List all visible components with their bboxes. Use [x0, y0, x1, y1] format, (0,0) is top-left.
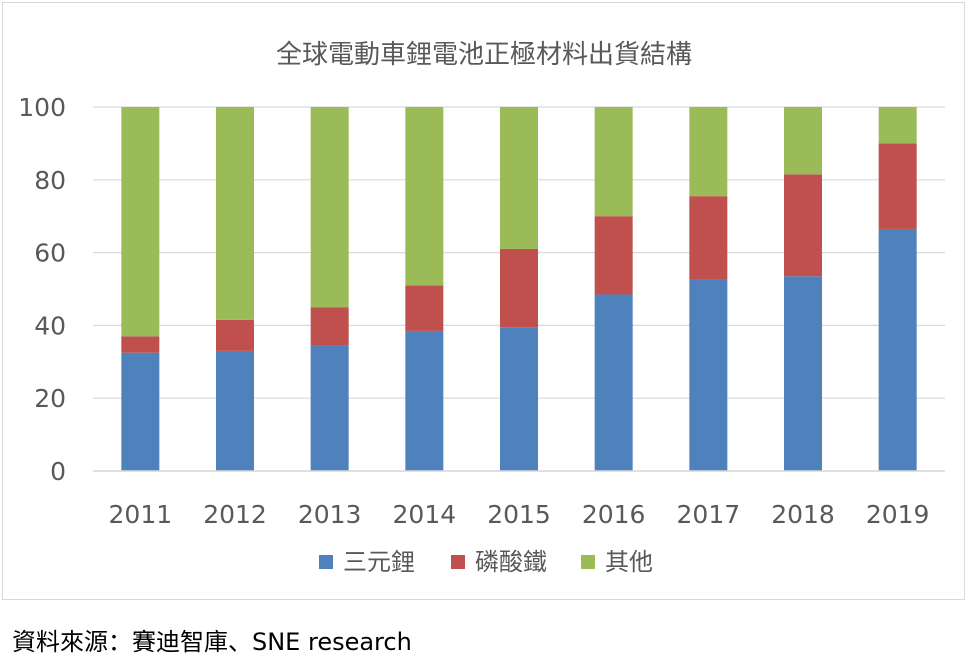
legend-label: 其他 — [605, 548, 653, 576]
y-tick-label: 100 — [18, 93, 66, 122]
bar-segment — [121, 352, 160, 471]
bar-segment — [500, 248, 538, 328]
bar-segment — [216, 350, 254, 471]
legend: 三元鋰 磷酸鐵 其他 — [319, 548, 653, 576]
x-tick-label: 2019 — [866, 500, 930, 529]
bar-segment — [594, 107, 633, 217]
legend-swatch — [581, 555, 595, 569]
bar-segment — [310, 307, 349, 346]
bar-segment — [784, 174, 822, 277]
source-note: 資料來源：賽迪智庫、SNE research — [12, 628, 412, 656]
bar-segment — [405, 285, 444, 331]
bar-segment — [500, 327, 538, 471]
x-tick-label: 2017 — [677, 500, 741, 529]
bar-segment — [405, 107, 444, 286]
bar-segment — [689, 279, 728, 471]
bar-segment — [689, 107, 728, 197]
x-tick-label: 2013 — [298, 500, 362, 529]
bar-segment — [689, 196, 728, 280]
x-tick-label: 2011 — [109, 500, 173, 529]
chart-title: 全球電動車鋰電池正極材料出貨結構 — [276, 40, 692, 70]
legend-label: 三元鋰 — [343, 548, 415, 576]
legend-swatch — [451, 555, 465, 569]
bar-segment — [121, 336, 160, 353]
axes: 0 20 40 60 80 100 2011 2012 2013 2014 2015 2016 2017… — [18, 93, 945, 529]
bar-segment — [878, 143, 917, 229]
chart-frame: 全球電動車鋰電池正極材料出貨結構 0 20 40 60 80 100 2011 2012 201… — [2, 2, 965, 600]
x-tick-label: 2014 — [393, 500, 457, 529]
legend-item: 其他 — [581, 548, 653, 576]
bar-segment — [405, 330, 444, 471]
bar-segment — [216, 319, 254, 351]
y-tick-label: 60 — [34, 239, 66, 268]
stacked-bar-chart: 全球電動車鋰電池正極材料出貨結構 0 20 40 60 80 100 2011 2012 201… — [18, 40, 945, 576]
bar-segment — [121, 107, 160, 337]
y-tick-label: 0 — [50, 457, 66, 486]
bar-segment — [216, 107, 254, 320]
legend-swatch — [319, 555, 333, 569]
legend-item: 三元鋰 — [319, 548, 415, 576]
x-tick-label: 2012 — [203, 500, 267, 529]
bar-segment — [784, 107, 822, 175]
bar-segment — [594, 216, 633, 295]
bar-segment — [310, 345, 349, 471]
x-tick-label: 2018 — [771, 500, 835, 529]
legend-label: 磷酸鐵 — [475, 548, 547, 576]
bar-segment — [784, 276, 822, 471]
bar-segment — [878, 228, 917, 471]
legend-item: 磷酸鐵 — [451, 548, 547, 576]
bar-segment — [878, 107, 917, 144]
x-tick-label: 2015 — [487, 500, 551, 529]
y-tick-label: 20 — [34, 384, 66, 413]
bar-segment — [500, 107, 538, 249]
y-tick-label: 40 — [34, 311, 66, 340]
y-tick-label: 80 — [34, 166, 66, 195]
x-tick-label: 2016 — [582, 500, 646, 529]
bar-segment — [594, 294, 633, 471]
bar-segment — [310, 107, 349, 308]
bars — [121, 107, 917, 471]
